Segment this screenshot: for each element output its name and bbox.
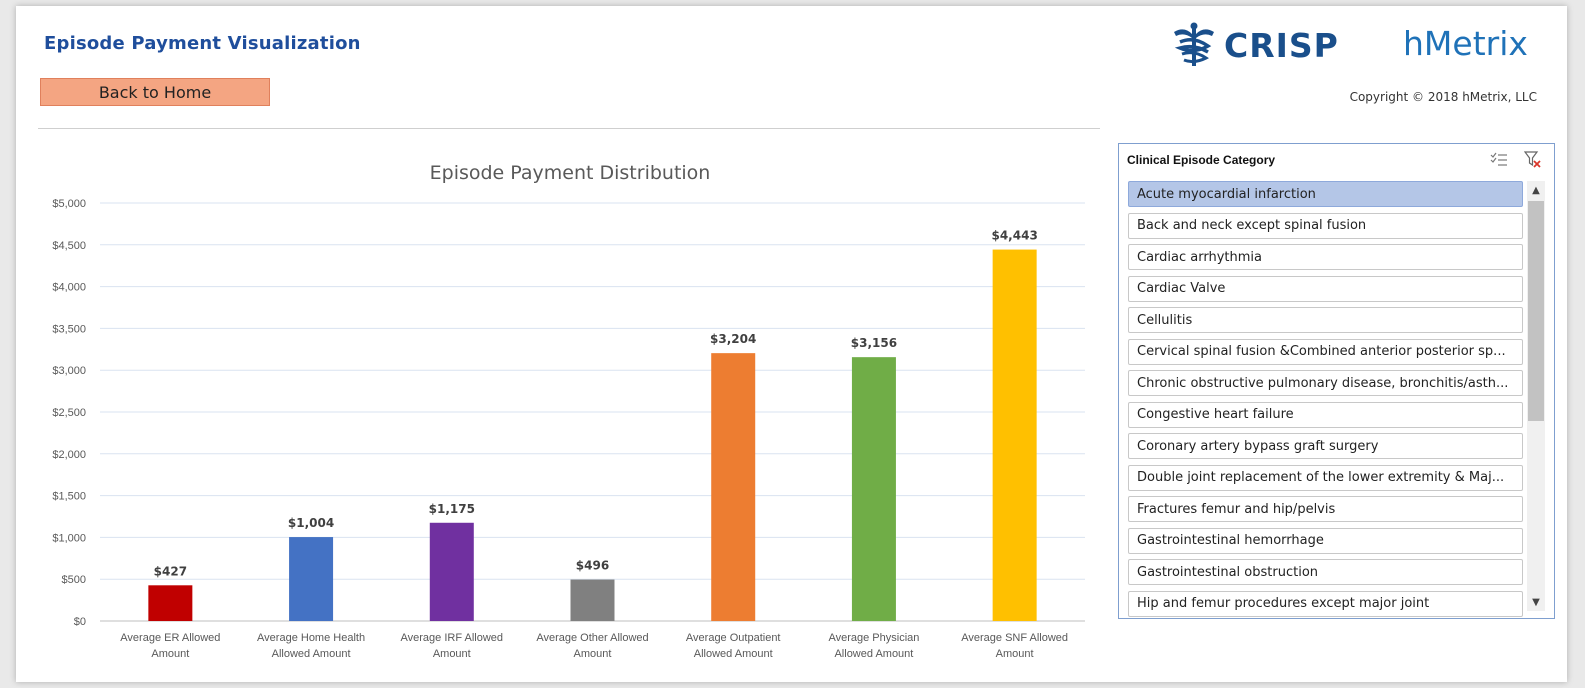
copyright-text: Copyright © 2018 hMetrix, LLC (1349, 90, 1537, 104)
slicer-scrollbar[interactable]: ▲ ▼ (1527, 181, 1545, 611)
y-tick-label: $5,000 (52, 198, 86, 210)
page-title: Episode Payment Visualization (44, 33, 361, 54)
slicer-item[interactable]: Cellulitis (1128, 307, 1523, 333)
bar[interactable] (429, 522, 474, 621)
slicer-item[interactable]: Acute myocardial infarction (1128, 181, 1523, 207)
y-tick-label: $0 (74, 616, 86, 628)
slicer-item-list: Acute myocardial infarction Back and neck… (1128, 181, 1523, 622)
scrollbar-thumb[interactable] (1528, 201, 1544, 421)
x-tick-label: Amount (151, 648, 189, 660)
x-tick-label: Average Home Health (257, 632, 365, 644)
y-tick-label: $3,000 (52, 365, 86, 377)
slicer-item[interactable]: Gastrointestinal obstruction (1128, 559, 1523, 585)
data-label: $1,175 (429, 502, 475, 516)
chart-gridlines (100, 202, 1085, 622)
x-tick-label: Average ER Allowed (120, 632, 220, 644)
bar[interactable] (992, 249, 1037, 622)
slicer-item[interactable]: Gastrointestinal hemorrhage (1128, 527, 1523, 554)
crisp-logo: CRISP (1172, 22, 1339, 68)
data-label: $496 (576, 559, 609, 573)
x-tick-label: Average Outpatient (686, 632, 781, 644)
scroll-up-icon[interactable]: ▲ (1532, 184, 1540, 196)
x-tick-label: Average SNF Allowed (961, 632, 1068, 644)
slicer-item[interactable]: Cardiac arrhythmia (1128, 244, 1523, 270)
x-tick-label: Allowed Amount (272, 648, 351, 660)
slicer-item[interactable]: Coronary artery bypass graft surgery (1128, 433, 1523, 459)
x-tick-label: Average IRF Allowed (401, 632, 504, 644)
bar[interactable] (851, 357, 896, 621)
slicer-item[interactable]: Double joint replacement of the lower ex… (1128, 464, 1523, 491)
y-tick-label: $1,500 (52, 491, 86, 503)
chart-data-labels: $427 $1,004 $1,175 $496 $3,204 $3,156 $4,443 (154, 229, 1038, 579)
y-tick-label: $2,500 (52, 407, 86, 419)
hmetrix-logo: hMetrix (1403, 24, 1528, 63)
data-label: $3,204 (710, 332, 756, 346)
x-axis: Average ER Allowed Amount Average Home Hea… (120, 632, 1068, 660)
y-tick-label: $500 (62, 574, 86, 586)
multi-select-icon[interactable] (1489, 150, 1509, 170)
scroll-down-icon[interactable]: ▼ (1532, 596, 1540, 608)
x-tick-label: Amount (996, 648, 1034, 660)
x-tick-label: Allowed Amount (694, 648, 773, 660)
bar[interactable] (148, 585, 193, 621)
x-tick-label: Amount (433, 648, 471, 660)
x-tick-label: Average Other Allowed (536, 632, 648, 644)
slicer-item[interactable]: Congestive heart failure (1128, 401, 1523, 428)
y-tick-label: $3,500 (52, 323, 86, 335)
y-tick-label: $1,000 (52, 532, 86, 544)
y-tick-label: $2,000 (52, 449, 86, 461)
slicer-item[interactable]: Cardiac Valve (1128, 275, 1523, 302)
x-tick-label: Amount (574, 648, 612, 660)
caduceus-icon (1174, 22, 1214, 66)
x-tick-label: Average Physician (828, 632, 919, 644)
chart-title: Episode Payment Distribution (430, 162, 711, 184)
y-axis: $0 $500 $1,000 $1,500 $2,000 $2,500 $3,000 $3,5… (52, 198, 86, 628)
back-to-home-button[interactable]: Back to Home (40, 78, 270, 106)
slicer-item[interactable]: Chronic obstructive pulmonary disease, b… (1128, 370, 1523, 396)
crisp-logo-text: CRISP (1224, 25, 1339, 65)
bar[interactable] (711, 353, 756, 621)
slicer-item[interactable]: Fractures femur and hip/pelvis (1128, 496, 1523, 522)
data-label: $4,443 (991, 229, 1037, 243)
data-label: $1,004 (288, 516, 334, 530)
slicer-item[interactable]: Hip and femur procedures except major jo… (1128, 590, 1523, 617)
data-label: $3,156 (851, 336, 897, 350)
bar[interactable] (289, 537, 334, 621)
clear-filter-icon[interactable] (1523, 150, 1543, 170)
bar[interactable] (570, 579, 615, 621)
y-tick-label: $4,500 (52, 240, 86, 252)
slicer-item[interactable]: Back and neck except spinal fusion (1128, 212, 1523, 239)
x-tick-label: Allowed Amount (834, 648, 913, 660)
clinical-episode-category-slicer: Clinical Episode Category Acute myocardi… (1118, 143, 1555, 619)
data-label: $427 (154, 564, 187, 578)
header-divider (38, 128, 1100, 129)
slicer-item[interactable]: Cervical spinal fusion &Combined anterio… (1128, 338, 1523, 365)
episode-payment-chart: Episode Payment Distribution $0 $500 $1,00… (52, 162, 1085, 660)
y-tick-label: $4,000 (52, 282, 86, 294)
chart-bars (148, 249, 1037, 622)
slicer-title: Clinical Episode Category (1127, 153, 1276, 167)
